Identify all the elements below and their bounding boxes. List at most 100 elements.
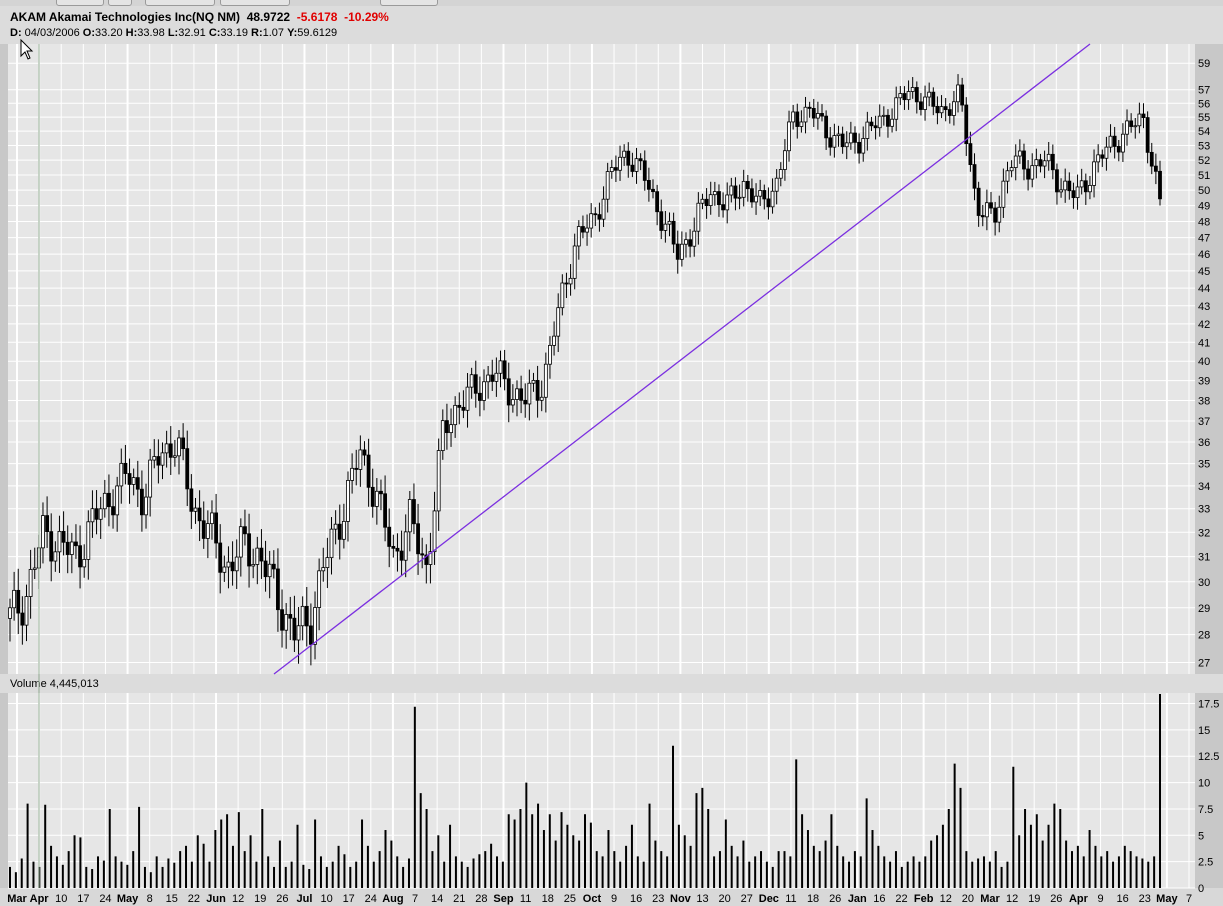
price-tick-label: 57 <box>1198 85 1210 97</box>
candle-body <box>1055 169 1059 193</box>
candle-body <box>712 191 717 196</box>
x-tick-label: 12 <box>232 893 244 905</box>
candle-body <box>1137 113 1142 127</box>
x-tick-label: 24 <box>365 893 377 905</box>
candle-body <box>787 121 791 152</box>
x-tick-label: May <box>117 893 139 905</box>
candle-body <box>791 111 796 123</box>
candle-body <box>399 550 404 561</box>
x-tick-label: 22 <box>895 893 907 905</box>
candle-body <box>354 467 359 470</box>
candle-body <box>8 607 12 619</box>
candle-body <box>1022 150 1026 170</box>
candle-body <box>28 569 33 597</box>
candle-body <box>98 508 103 520</box>
candle-body <box>61 530 66 543</box>
candle-body <box>655 191 660 213</box>
candle-body <box>119 462 124 487</box>
candle-body <box>284 614 289 631</box>
x-tick-label: 21 <box>453 893 465 905</box>
candle-body <box>420 553 425 556</box>
volume-panel <box>8 693 1195 888</box>
candle-body <box>531 380 536 384</box>
toolbar-button[interactable] <box>108 0 132 6</box>
candle-body <box>350 467 355 481</box>
x-tick-label: Oct <box>583 893 602 905</box>
last-price: 48.9722 <box>246 10 291 24</box>
price-tick-label: 53 <box>1198 140 1210 152</box>
candle-body <box>824 115 829 139</box>
toolbar-button[interactable] <box>145 0 215 6</box>
candle-body <box>57 530 62 553</box>
toolbar-button[interactable] <box>380 0 438 6</box>
candle-body <box>667 220 672 225</box>
candle-body <box>964 104 969 145</box>
candle-body <box>556 307 561 337</box>
candle-body <box>601 198 606 220</box>
candle-body <box>593 213 598 216</box>
x-tick-label: 16 <box>630 893 642 905</box>
candle-body <box>432 510 437 553</box>
price-tick-label: 43 <box>1198 301 1210 313</box>
candle-body <box>1116 146 1121 153</box>
toolbar-button[interactable] <box>56 0 104 6</box>
candle-body <box>754 195 758 203</box>
candle-body <box>865 121 870 139</box>
candle-body <box>292 617 297 641</box>
x-tick-label: Sep <box>493 893 513 905</box>
volume-tick-label: 7.5 <box>1198 804 1213 816</box>
price-tick-label: 35 <box>1198 459 1210 471</box>
x-tick-label: 16 <box>1117 893 1129 905</box>
candle-body <box>564 282 569 285</box>
candle-body <box>234 556 239 572</box>
candle-body <box>733 185 738 199</box>
candle-body <box>321 567 326 572</box>
candle-body <box>960 84 965 106</box>
candle-body <box>947 109 952 116</box>
candle-body <box>1034 159 1039 167</box>
r-value: 1.07 <box>262 27 285 39</box>
candle-body <box>1125 120 1129 135</box>
candle-body <box>519 388 524 401</box>
candle-body <box>1046 153 1051 162</box>
candle-body <box>943 106 948 111</box>
price-tick-label: 59 <box>1198 58 1210 70</box>
candle-body <box>931 91 936 107</box>
x-axis-band <box>0 888 1223 906</box>
candle-body <box>65 541 70 555</box>
candle-body <box>919 101 923 110</box>
candle-body <box>82 559 87 568</box>
candle-body <box>172 455 177 458</box>
volume-header: Volume 4,445,013 <box>0 674 1223 693</box>
price-tick-label: 44 <box>1198 283 1210 295</box>
candle-body <box>313 607 317 645</box>
candle-body <box>927 91 932 98</box>
candle-body <box>115 485 120 516</box>
candle-body <box>177 437 181 457</box>
candle-body <box>469 374 474 388</box>
candle-body <box>766 198 771 208</box>
candle-body <box>576 226 581 247</box>
price-change-pct: -10.29% <box>344 10 389 24</box>
candle-body <box>993 207 998 223</box>
candle-body <box>811 108 816 119</box>
candle-body <box>906 91 911 101</box>
candle-body <box>201 520 206 539</box>
candle-body <box>675 243 680 260</box>
candle-body <box>762 190 767 200</box>
candle-body <box>222 566 227 573</box>
open-label: O: <box>82 27 96 39</box>
candle-body <box>276 568 280 611</box>
candle-body <box>49 531 54 562</box>
price-tick-label: 47 <box>1198 233 1210 245</box>
candle-body <box>189 488 194 512</box>
toolbar-button[interactable] <box>220 0 290 6</box>
candle-body <box>341 521 346 540</box>
candle-body <box>346 480 350 522</box>
candle-body <box>1083 180 1088 193</box>
candle-body <box>783 150 787 170</box>
candle-body <box>416 523 420 555</box>
candle-body <box>251 564 256 567</box>
price-tick-label: 34 <box>1198 481 1210 493</box>
